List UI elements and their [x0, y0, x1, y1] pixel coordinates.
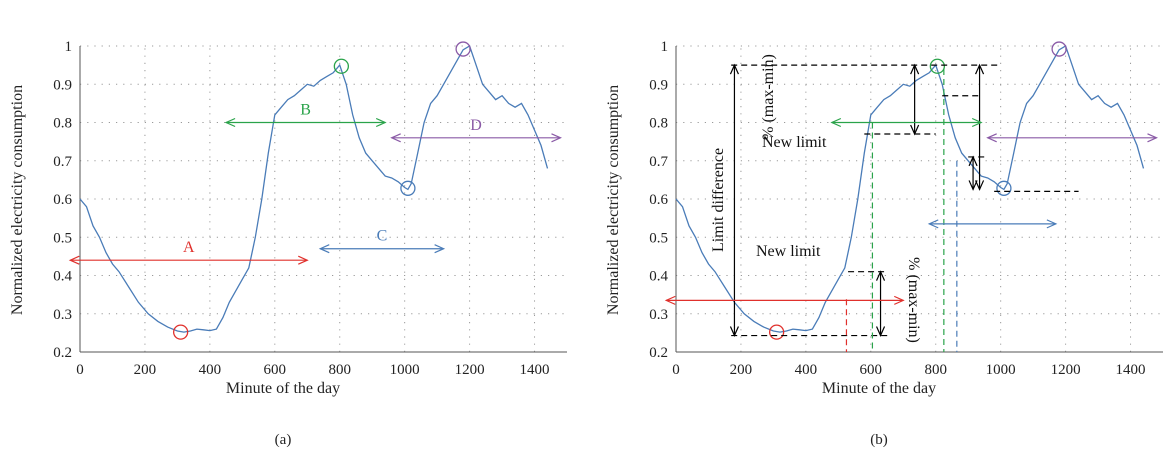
panel-a-consumption-curve	[79, 45, 549, 333]
range-label-C: C	[377, 228, 388, 245]
y-tick-label: 0.3	[649, 307, 668, 323]
purple-extreme-marker	[1051, 41, 1067, 57]
x-tick-label: 1000	[986, 362, 1016, 378]
y-tick-label: 0.2	[53, 345, 72, 361]
green-extreme-marker	[333, 58, 350, 74]
purple-range-arrow-head-right	[551, 133, 562, 143]
red-range-arrow-head-left	[68, 255, 80, 265]
y-tick-label: 0.7	[53, 154, 72, 170]
panel-b-y-axis-label: Normalized electricity consumption	[605, 85, 622, 315]
pct-max-min-label-bottom: % (max-min)	[905, 257, 922, 343]
pct-arrow-bottom-head-up	[875, 270, 886, 281]
y-tick-label: 0.8	[53, 116, 72, 132]
green-range-arrow-head-right	[971, 117, 983, 128]
purple-range-arrow-head-left	[390, 133, 401, 143]
x-tick-label: 1200	[455, 362, 485, 378]
limit-difference-arrow-head-up	[729, 63, 739, 75]
red-range-arrow-head-left	[664, 295, 676, 305]
panel-a-x-axis-label: Minute of the day	[226, 380, 340, 397]
y-tick-label: 0.5	[649, 230, 668, 246]
green-extreme-marker	[929, 58, 946, 74]
panel-a-grid	[80, 45, 567, 352]
x-tick-label: 0	[76, 362, 84, 378]
panel-b-grid	[676, 45, 1163, 352]
x-tick-label: 1400	[520, 362, 550, 378]
y-tick-label: 0.5	[53, 230, 72, 246]
green-range-arrow-head-left	[830, 117, 842, 128]
y-tick-label: 0.6	[53, 192, 72, 208]
red-range-arrow-head-right	[894, 295, 905, 305]
green-range-arrow-head-right	[375, 117, 387, 128]
x-tick-label: 800	[924, 362, 947, 378]
panel-b-caption: (b)	[870, 432, 888, 448]
x-tick-label: 400	[199, 362, 222, 378]
range-label-D: D	[470, 117, 482, 134]
peak-valley-arrow-head-up	[975, 63, 985, 75]
x-tick-label: 1200	[1051, 362, 1081, 378]
x-tick-label: 1400	[1116, 362, 1146, 378]
red-range-arrow-head-right	[298, 255, 309, 265]
panel-b-guide-lines	[729, 63, 1079, 352]
y-tick-label: 0.9	[649, 77, 668, 93]
y-tick-label: 0.7	[649, 154, 668, 170]
valley-pct-arrow-head-up	[968, 155, 978, 167]
pct-arrow-top-head-up	[910, 63, 920, 75]
y-tick-label: 0.8	[649, 116, 668, 132]
panel-b-tick-labels: 0.2 0.3 0.4 0.5 0.6 0.7 0.8 0.9 1 0 200 400 600 800 10…	[649, 39, 1145, 378]
panel-b-markers	[768, 41, 1067, 340]
blue-range-arrow-head-right	[434, 244, 446, 254]
range-label-B: B	[300, 102, 311, 119]
x-tick-label: 800	[328, 362, 351, 378]
panel-b-chart: 0.2 0.3 0.4 0.5 0.6 0.7 0.8 0.9 1 0 200 400 600 800 10…	[605, 39, 1163, 448]
range-label-A: A	[183, 239, 195, 256]
limit-difference-arrow-head-down	[729, 326, 739, 338]
pct-arrow-bottom-head-down	[875, 326, 886, 338]
new-limit-label-top: New limit	[762, 134, 827, 151]
y-tick-label: 1	[65, 39, 73, 55]
blue-extreme-marker	[996, 180, 1012, 196]
purple-range-arrow-head-left	[986, 133, 997, 143]
panel-b-range-arrows	[664, 117, 1158, 305]
y-tick-label: 0.3	[53, 307, 72, 323]
pct-max-min-label-top: % (max-min)	[760, 54, 777, 140]
valley-pct-arrow-head-down	[968, 180, 978, 191]
panel-a-chart: 0.2 0.3 0.4 0.5 0.6 0.7 0.8 0.9 1 0 200 400 600 800 10…	[9, 39, 567, 448]
purple-extreme-marker	[455, 41, 471, 57]
x-tick-label: 600	[264, 362, 287, 378]
panel-a-tick-labels: 0.2 0.3 0.4 0.5 0.6 0.7 0.8 0.9 1 0 200 400 600 800 10…	[53, 39, 549, 378]
y-tick-label: 0.6	[649, 192, 668, 208]
peak-valley-arrow-head-down	[975, 180, 985, 191]
y-tick-label: 0.4	[53, 269, 72, 285]
panel-b-x-axis-label: Minute of the day	[822, 380, 936, 397]
new-limit-label-bottom: New limit	[756, 243, 821, 260]
y-tick-label: 0.2	[649, 345, 668, 361]
red-extreme-marker	[768, 324, 785, 340]
x-tick-label: 600	[860, 362, 883, 378]
panel-a-range-arrows: A B C D	[68, 102, 562, 265]
panel-a-markers	[172, 41, 471, 340]
blue-range-arrow-head-left	[318, 244, 330, 254]
x-tick-label: 400	[795, 362, 818, 378]
y-tick-label: 0.4	[649, 269, 668, 285]
blue-range-arrow-head-right	[1046, 219, 1058, 229]
y-tick-label: 1	[661, 39, 669, 55]
limit-difference-label: Limit difference	[710, 148, 727, 252]
panel-a-y-axis-label: Normalized electricity consumption	[9, 85, 26, 315]
red-extreme-marker	[172, 324, 189, 340]
panel-a-caption: (a)	[275, 432, 292, 448]
purple-range-arrow-head-right	[1147, 133, 1158, 143]
x-tick-label: 0	[672, 362, 680, 378]
x-tick-label: 1000	[390, 362, 420, 378]
x-tick-label: 200	[730, 362, 753, 378]
x-tick-label: 200	[134, 362, 157, 378]
blue-range-arrow-head-left	[927, 219, 939, 229]
blue-extreme-marker	[400, 180, 416, 196]
y-tick-label: 0.9	[53, 77, 72, 93]
green-range-arrow-head-left	[224, 117, 236, 128]
pct-arrow-top-head-down	[910, 124, 920, 136]
